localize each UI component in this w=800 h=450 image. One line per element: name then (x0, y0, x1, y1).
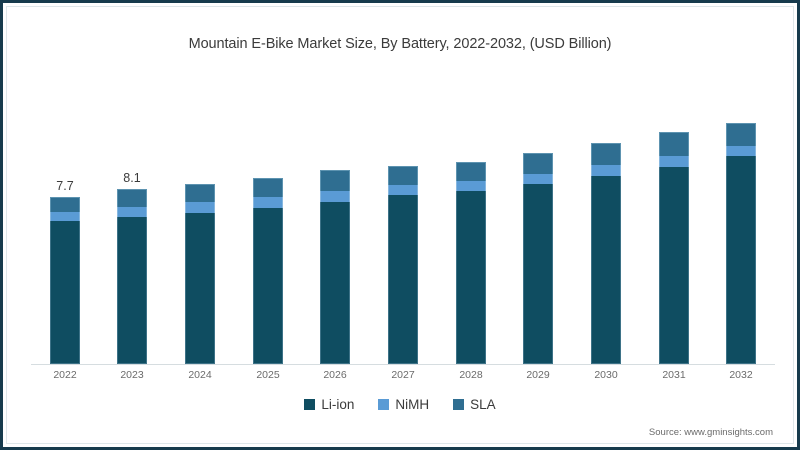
bar-segment-sla-2026[interactable] (320, 170, 350, 191)
legend-item-liion[interactable]: Li-ion (304, 397, 354, 412)
x-tick-2026: 2026 (323, 369, 347, 381)
bar-segment-liion-2027[interactable] (388, 195, 418, 364)
bar-segment-liion-2030[interactable] (591, 176, 621, 364)
bar-value-label-2022: 7.7 (56, 179, 74, 193)
bar-column-2028[interactable] (456, 162, 486, 364)
bar-segment-liion-2023[interactable] (117, 217, 147, 364)
legend-label: SLA (470, 397, 496, 412)
bar-segment-sla-2027[interactable] (388, 166, 418, 185)
x-tick-2029: 2029 (526, 369, 550, 381)
bar-segment-sla-2025[interactable] (253, 178, 283, 197)
bar-column-2026[interactable] (320, 170, 350, 364)
bar-value-label-2023: 8.1 (123, 171, 141, 185)
bar-segment-liion-2025[interactable] (253, 208, 283, 364)
bar-column-2024[interactable] (185, 184, 215, 364)
bar-segment-liion-2028[interactable] (456, 191, 486, 364)
legend-label: NiMH (395, 397, 430, 412)
bar-column-2030[interactable] (591, 143, 621, 364)
bar-column-2025[interactable] (253, 178, 283, 364)
bar-column-2023[interactable]: 8.1 (117, 171, 147, 364)
bar-segment-nimh-2025[interactable] (253, 197, 283, 208)
x-axis-line (31, 364, 775, 365)
bar-segment-nimh-2027[interactable] (388, 185, 418, 195)
bar-segment-nimh-2026[interactable] (320, 191, 350, 202)
bar-segment-nimh-2032[interactable] (726, 146, 756, 156)
legend-item-sla[interactable]: SLA (453, 397, 496, 412)
bar-column-2022[interactable]: 7.7 (50, 179, 80, 364)
bar-segment-liion-2026[interactable] (320, 202, 350, 364)
bar-segment-sla-2024[interactable] (185, 184, 215, 202)
bar-column-2031[interactable] (659, 132, 689, 364)
x-tick-2027: 2027 (391, 369, 415, 381)
bar-segment-sla-2028[interactable] (456, 162, 486, 181)
legend-swatch-icon (378, 399, 390, 410)
bar-segment-sla-2023[interactable] (117, 189, 147, 207)
bar-segment-nimh-2023[interactable] (117, 207, 147, 217)
legend-item-nimh[interactable]: NiMH (378, 397, 429, 412)
bar-segment-liion-2029[interactable] (523, 184, 553, 364)
bar-segment-nimh-2022[interactable] (50, 212, 80, 221)
bar-segment-sla-2031[interactable] (659, 132, 689, 156)
chart-legend: Li-ion NiMH SLA (3, 397, 797, 412)
x-tick-2030: 2030 (594, 369, 618, 381)
x-tick-2028: 2028 (459, 369, 483, 381)
bar-column-2029[interactable] (523, 153, 553, 364)
legend-swatch-icon (453, 399, 465, 410)
bar-segment-nimh-2030[interactable] (591, 165, 621, 176)
source-attribution: Source: www.gminsights.com (648, 427, 773, 438)
bar-segment-nimh-2028[interactable] (456, 181, 486, 191)
bar-segment-nimh-2024[interactable] (185, 202, 215, 213)
x-axis-tick-labels: 2022 2023 2024 2025 2026 2027 2028 2029 2030 2031… (31, 369, 775, 387)
legend-swatch-icon (304, 399, 316, 410)
chart-title: Mountain E-Bike Market Size, By Battery,… (188, 36, 612, 52)
bar-segment-liion-2032[interactable] (726, 156, 756, 364)
bar-column-2032[interactable] (726, 123, 756, 364)
x-tick-2032: 2032 (729, 369, 753, 381)
x-tick-2023: 2023 (120, 369, 144, 381)
x-tick-2025: 2025 (256, 369, 280, 381)
bar-column-2027[interactable] (388, 166, 418, 364)
bar-segment-liion-2024[interactable] (185, 213, 215, 364)
bar-segment-nimh-2031[interactable] (659, 156, 689, 167)
bar-segment-sla-2029[interactable] (523, 153, 553, 174)
bar-segment-sla-2022[interactable] (50, 197, 80, 212)
bar-segment-liion-2031[interactable] (659, 167, 689, 364)
bar-segment-sla-2030[interactable] (591, 143, 621, 165)
legend-label: Li-ion (321, 397, 355, 412)
bar-segment-sla-2032[interactable] (726, 123, 756, 146)
x-tick-2031: 2031 (662, 369, 686, 381)
plot-area: 7.7 8.1 (31, 73, 775, 365)
bar-segment-nimh-2029[interactable] (523, 174, 553, 184)
bar-segment-liion-2022[interactable] (50, 221, 80, 364)
x-tick-2024: 2024 (188, 369, 212, 381)
x-tick-2022: 2022 (53, 369, 77, 381)
